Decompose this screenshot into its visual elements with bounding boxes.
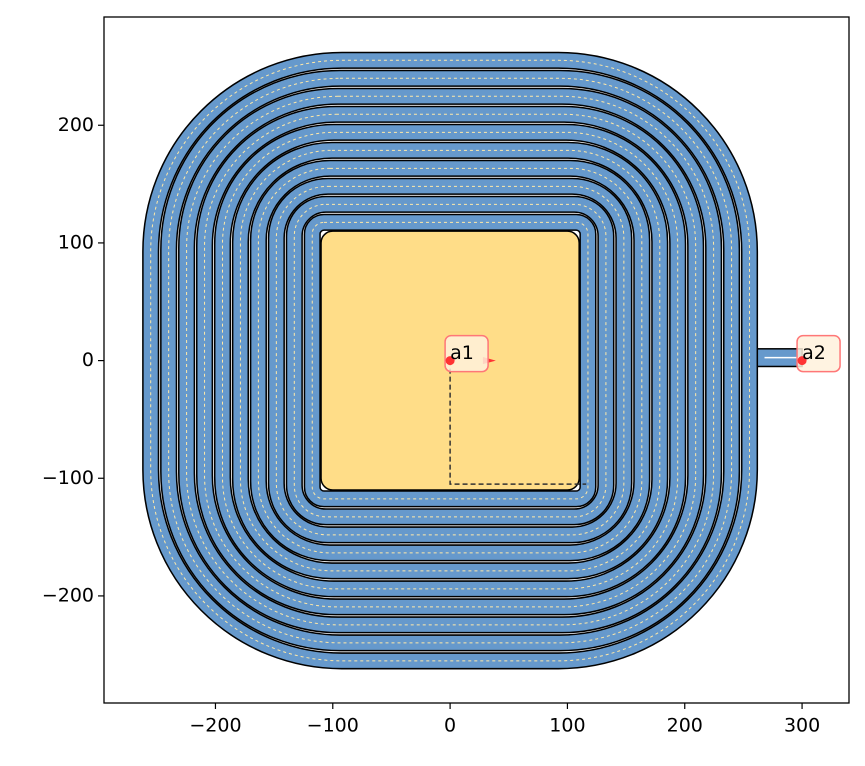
x-tick-label: 300 [784, 715, 820, 737]
route [449, 360, 587, 485]
waveguide-center [239, 149, 661, 572]
waveguide-center [221, 131, 679, 590]
x-tick-label: 100 [549, 715, 585, 737]
layout [142, 51, 803, 670]
x-tick-label: −200 [189, 715, 241, 737]
waveguide-center [150, 59, 751, 662]
y-tick-label: 0 [82, 349, 94, 371]
waveguide-center [311, 221, 589, 500]
port-label-box [444, 334, 489, 373]
waveguide [251, 161, 649, 560]
y-tick-label: −200 [42, 584, 94, 606]
waveguide-center [204, 113, 697, 608]
port-marker [797, 356, 807, 366]
x-tick-label: −100 [307, 715, 359, 737]
waveguide-center [168, 77, 733, 644]
waveguide-center [275, 185, 625, 536]
port-marker [445, 356, 455, 366]
port-label: a1 [450, 342, 474, 364]
x-tick-label: 0 [444, 715, 456, 737]
port-label-box [796, 334, 841, 373]
waveguide-center [186, 95, 715, 626]
y-tick-label: −100 [42, 467, 94, 489]
y-tick-label: 100 [58, 231, 94, 253]
x-tick-label: 200 [667, 715, 703, 737]
waveguide-center [293, 203, 607, 518]
y-tick-label: 200 [58, 114, 94, 136]
port-label: a2 [802, 342, 826, 364]
